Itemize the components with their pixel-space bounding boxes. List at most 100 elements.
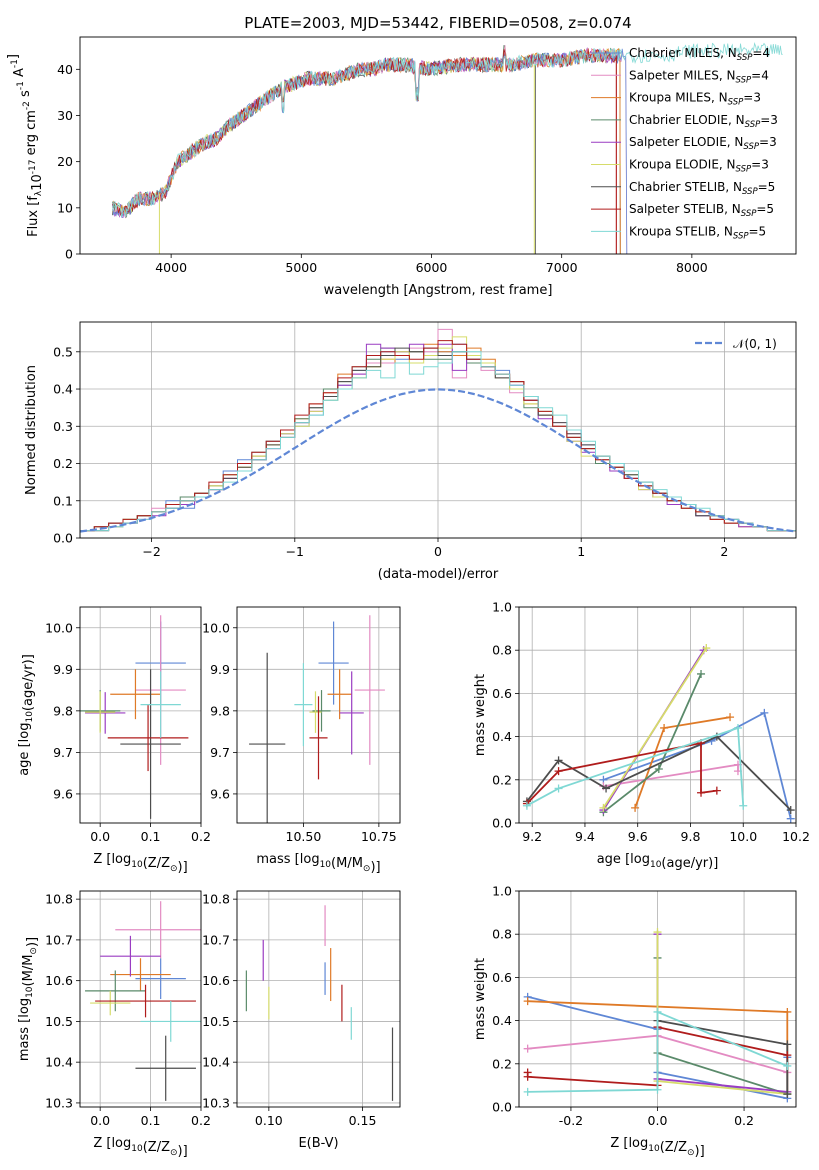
- y-tick-label: 10.5: [202, 1014, 230, 1029]
- axes-frame: [79, 890, 202, 1108]
- weight-marker: [702, 644, 711, 653]
- spectrum-lines: [112, 41, 783, 254]
- normal-curve: [80, 388, 796, 533]
- errorbars: [80, 615, 189, 819]
- y-axis-label: Flux [fλ10-17 erg cm-2 s-1 A-1]: [6, 54, 45, 237]
- x-tick-label: 10.2: [782, 829, 810, 844]
- y-tick-label: 9.8: [210, 703, 230, 718]
- weight-series: [602, 673, 702, 813]
- gridlines: [80, 891, 202, 1107]
- weight-marker: [522, 801, 531, 810]
- x-axis-label: age [log10(age/yr)]: [597, 852, 719, 871]
- y-tick-label: 0.3: [53, 419, 73, 434]
- x-tick-label: 7000: [546, 260, 578, 275]
- x-axis-label: Z [log10(Z/Z⊙)]: [93, 852, 187, 875]
- x-tick-label: 10.75: [361, 829, 397, 844]
- axes-frame: [79, 606, 202, 824]
- mass-vs-age-panel: 10.50 10.75 9.6 9.7 9.8 9.9 10.0 mass [log10(M/…: [202, 606, 401, 875]
- y-tick-label: 0.2: [53, 456, 73, 471]
- axes-frame: [518, 890, 797, 1108]
- ticks: −2 −1 0 1 2 0.0 0.1 0.2 0.3 0.4 0.5: [53, 344, 728, 559]
- y-tick-label: 0.4: [492, 1013, 512, 1028]
- x-tick-label: 0: [434, 544, 442, 559]
- y-tick-label: 0.0: [492, 816, 512, 831]
- weight-marker: [697, 669, 706, 678]
- ticks: 10.50 10.75 9.6 9.7 9.8 9.9 10.0: [202, 620, 397, 844]
- weight-marker: [660, 723, 669, 732]
- y-tick-label: 10.0: [45, 620, 73, 635]
- x-tick-label: -0.2: [559, 1113, 583, 1128]
- x-tick-label: −2: [142, 544, 160, 559]
- y-tick-label: 9.9: [210, 662, 230, 677]
- weight-marker: [653, 928, 662, 937]
- residuals-panel: −2 −1 0 1 2 0.0 0.1 0.2 0.3 0.4 0.5 (data-model)/er…: [24, 321, 797, 582]
- x-axis-label: E(B-V): [298, 1136, 338, 1151]
- x-tick-label: 0.1: [141, 829, 161, 844]
- y-tick-label: 9.7: [210, 745, 230, 760]
- weight-marker: [599, 803, 608, 812]
- figure-title: PLATE=2003, MJD=53442, FIBERID=0508, z=0…: [244, 14, 631, 32]
- x-tick-label: 0.0: [90, 1113, 110, 1128]
- y-tick-label: 0.6: [492, 686, 512, 701]
- x-axis-label: Z [log10(Z/Z⊙)]: [610, 1136, 704, 1159]
- age-vs-weight-panel: 9.2 9.4 9.6 9.8 10.0 10.2 0.0 0.2 0.4 0.6 0.8 1.0 ag…: [473, 600, 810, 872]
- axes-frame: [236, 890, 401, 1108]
- y-tick-label: 10.7: [45, 932, 73, 947]
- weight-marker: [554, 784, 563, 793]
- histogram-series: [80, 351, 796, 538]
- y-tick-label: 10.4: [202, 1055, 230, 1070]
- residuals-legend: 𝒩(0, 1): [695, 337, 777, 351]
- y-tick-label: 0.4: [53, 382, 73, 397]
- y-tick-label: 0.0: [492, 1100, 512, 1115]
- ticks: 0.0 0.1 0.2 10.3 10.4 10.5 10.6 10.7 10.8: [45, 892, 211, 1128]
- y-tick-label: 10.5: [45, 1014, 73, 1029]
- legend-entry: Kroupa ELODIE, NSSP=3: [629, 158, 769, 175]
- x-axis-label: (data-model)/error: [378, 567, 499, 582]
- y-tick-label: 0.8: [492, 927, 512, 942]
- z-vs-mass-panel: 0.0 0.1 0.2 10.3 10.4 10.5 10.6 10.7 10.8 Z [log1…: [17, 890, 211, 1159]
- y-tick-label: 10.3: [45, 1095, 73, 1110]
- y-axis-label: age [log10(age/yr)]: [17, 654, 36, 776]
- legend-entry: Salpeter MILES, NSSP=4: [629, 68, 769, 85]
- ticks: 9.2 9.4 9.6 9.8 10.0 10.2 0.0 0.2 0.4 0.6 0.8 1.0: [492, 600, 810, 845]
- legend-entry: Chabrier STELIB, NSSP=5: [629, 180, 775, 197]
- weight-series: [656, 934, 788, 1093]
- axes-frame: [79, 36, 797, 255]
- y-tick-label: 0.2: [492, 772, 512, 787]
- spectrum-series: [112, 44, 621, 254]
- x-tick-label: 6000: [416, 260, 448, 275]
- y-tick-label: 40: [57, 62, 73, 77]
- x-tick-label: 0.2: [191, 829, 211, 844]
- ticks: -0.2 0.0 0.2 0.0 0.2 0.4 0.6 0.8 1.0: [492, 884, 754, 1129]
- z-vs-age-panel: 0.0 0.1 0.2 9.6 9.7 9.8 9.9 10.0 Z [log10(Z/Z⊙)]…: [17, 606, 211, 875]
- ticks: 0.10 0.15 10.3 10.4 10.5 10.6 10.7 10.8: [202, 892, 376, 1128]
- y-tick-label: 20: [57, 154, 73, 169]
- y-tick-label: 9.9: [53, 662, 73, 677]
- y-tick-label: 10.7: [202, 932, 230, 947]
- errorbars: [85, 901, 201, 1101]
- weight-marker: [712, 786, 721, 795]
- weight-lines: [523, 928, 792, 1103]
- y-tick-label: 10.4: [45, 1055, 73, 1070]
- x-tick-label: 0.2: [734, 1113, 754, 1128]
- errorbars: [245, 905, 394, 1101]
- spectrum-series: [112, 41, 783, 218]
- axes-frame: [236, 606, 401, 824]
- x-tick-label: 10.50: [286, 829, 322, 844]
- weight-marker: [654, 765, 663, 773]
- y-tick-label: 0.0: [53, 531, 73, 546]
- weight-marker: [783, 1061, 792, 1070]
- weight-marker: [783, 1051, 792, 1060]
- legend-entry: Chabrier ELODIE, NSSP=3: [629, 113, 778, 130]
- weight-marker: [523, 1044, 532, 1053]
- weight-marker: [783, 1007, 792, 1016]
- y-tick-label: 10: [57, 200, 73, 215]
- y-axis-label: mass weight: [473, 958, 488, 1040]
- x-tick-label: 9.8: [681, 829, 701, 844]
- y-tick-label: 0.4: [492, 729, 512, 744]
- weight-marker: [554, 767, 563, 776]
- y-tick-label: 0.8: [492, 643, 512, 658]
- axes-frame: [79, 321, 797, 539]
- x-tick-label: 10.0: [729, 829, 757, 844]
- y-axis-label: mass [log10(M/M⊙)]: [17, 937, 40, 1061]
